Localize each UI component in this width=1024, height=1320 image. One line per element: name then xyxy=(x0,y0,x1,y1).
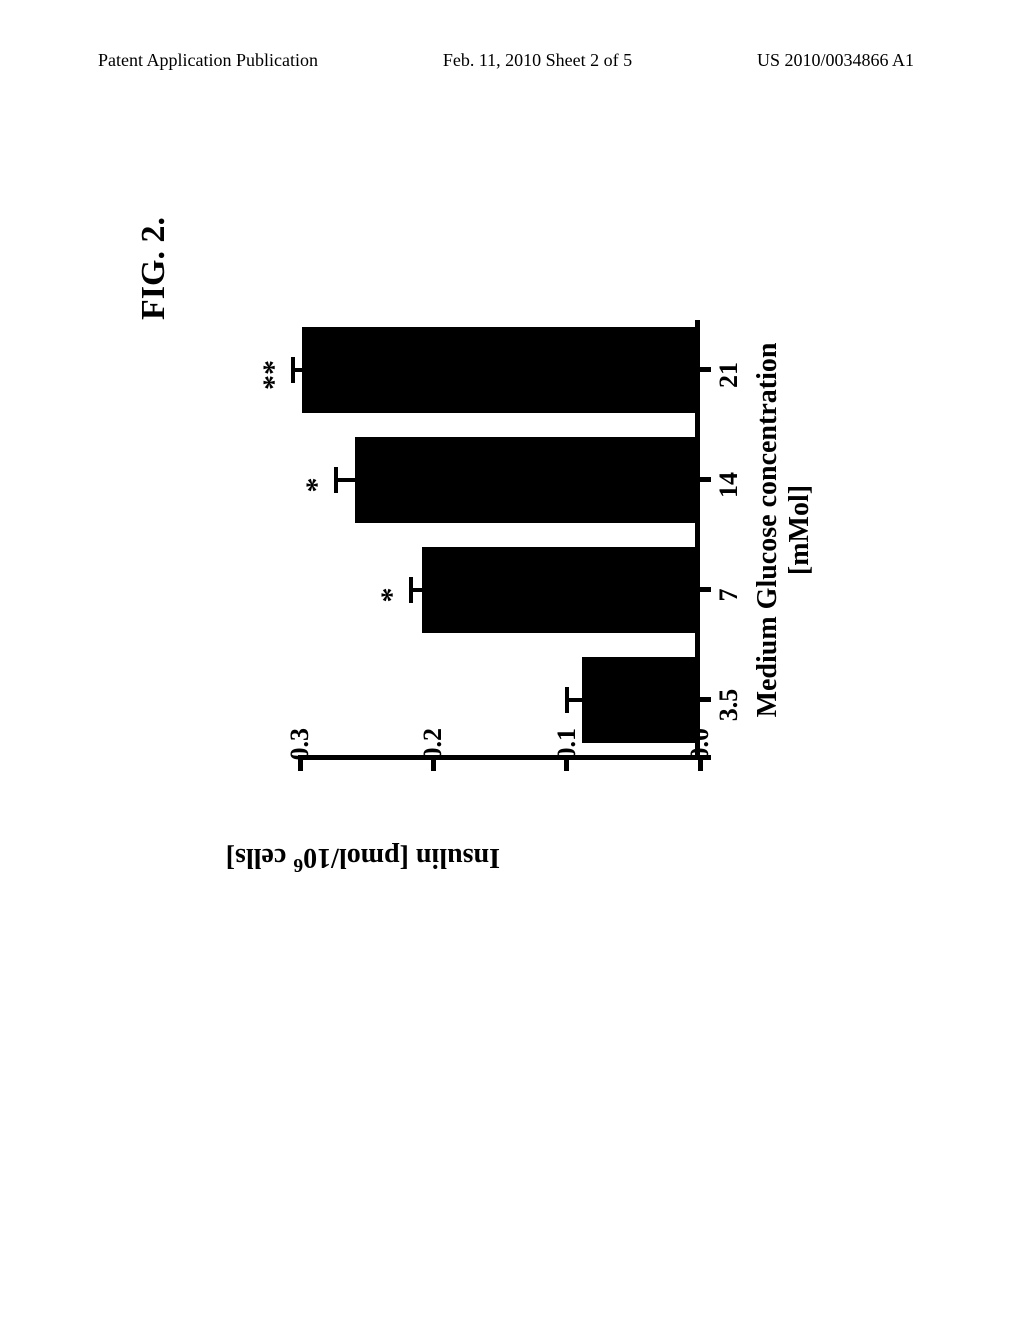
y-tick-label: 0.0 xyxy=(685,728,715,798)
header-mid: Feb. 11, 2010 Sheet 2 of 5 xyxy=(443,50,632,71)
x-tick-label: 3.5 xyxy=(714,689,744,722)
bar-chart: Insulin [pmol/106 cells] Medium Glucose … xyxy=(260,260,880,880)
bar xyxy=(355,437,695,523)
error-cap xyxy=(409,577,413,603)
x-tick-label: 21 xyxy=(714,362,744,388)
error-bar xyxy=(293,368,320,372)
error-cap xyxy=(382,467,386,493)
error-cap xyxy=(565,687,569,713)
y-tick-label: 0.1 xyxy=(552,728,582,798)
x-tick xyxy=(695,698,711,703)
x-tick-label: 14 xyxy=(714,472,744,498)
bar xyxy=(422,547,695,633)
bar xyxy=(302,327,695,413)
error-bar xyxy=(336,478,384,482)
x-tick xyxy=(695,368,711,373)
significance-marker: * xyxy=(300,478,334,493)
error-cap xyxy=(334,467,338,493)
significance-marker: * xyxy=(375,588,409,603)
ylabel-prefix: Insulin [pmol/10 xyxy=(303,842,500,873)
x-tick xyxy=(695,478,711,483)
error-cap xyxy=(605,687,609,713)
y-axis-label: Insulin [pmol/106 cells] xyxy=(226,841,500,875)
error-cap xyxy=(318,357,322,383)
page-header: Patent Application Publication Feb. 11, … xyxy=(0,50,1024,71)
y-tick-label: 0.3 xyxy=(285,728,315,798)
ylabel-sup: 6 xyxy=(293,854,303,875)
significance-marker: ** xyxy=(257,360,291,390)
header-left: Patent Application Publication xyxy=(98,50,318,71)
x-tick-label: 7 xyxy=(714,589,744,602)
y-tick-label: 0.2 xyxy=(418,728,448,798)
chart-container: Insulin [pmol/106 cells] Medium Glucose … xyxy=(260,260,880,880)
error-bar xyxy=(567,698,607,702)
ylabel-suffix: cells] xyxy=(226,842,294,873)
error-cap xyxy=(441,577,445,603)
error-bar xyxy=(411,588,443,592)
figure-label: FIG. 2. xyxy=(135,217,173,320)
x-tick xyxy=(695,588,711,593)
error-cap xyxy=(291,357,295,383)
x-axis-label: Medium Glucose concentration [mMol] xyxy=(752,300,816,760)
header-right: US 2010/0034866 A1 xyxy=(757,50,914,71)
plot-area xyxy=(300,320,700,760)
